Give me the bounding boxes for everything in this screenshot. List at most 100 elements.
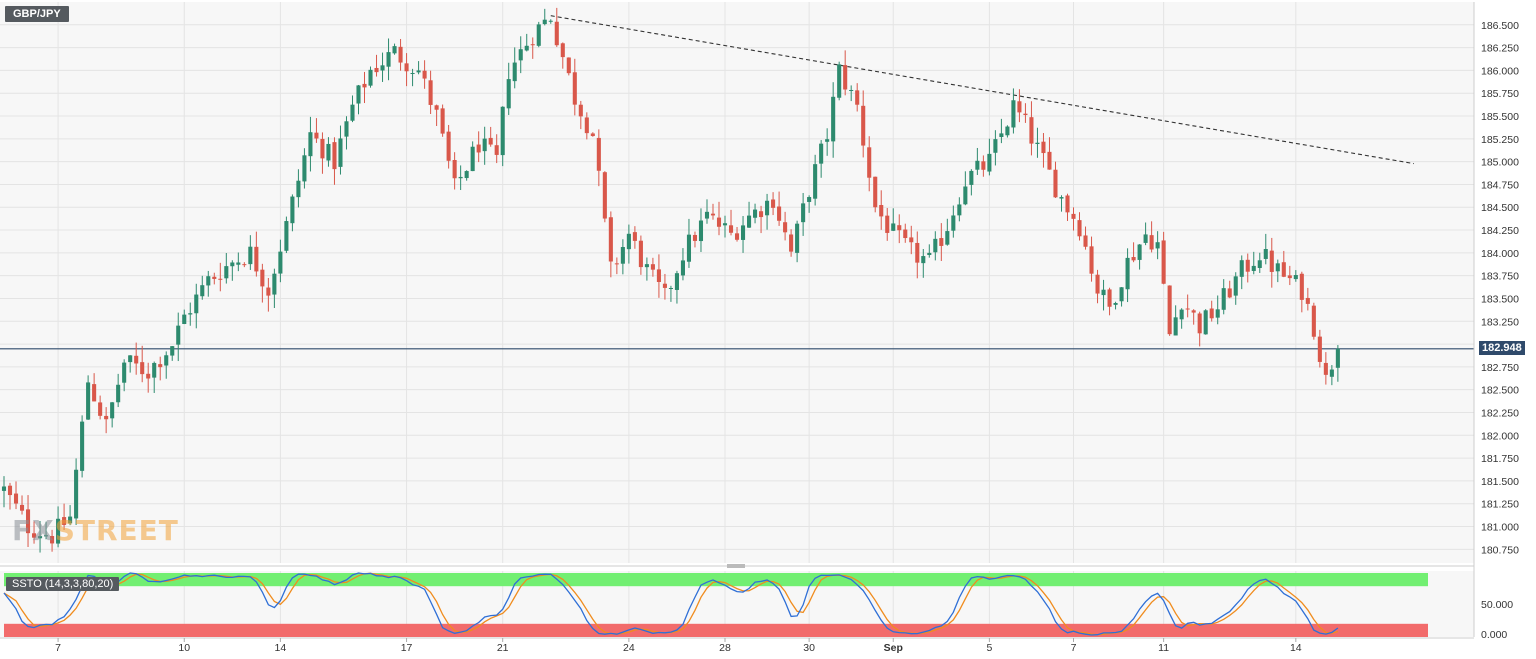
candle-body: [386, 52, 391, 67]
candle: [122, 359, 127, 392]
candle: [813, 154, 818, 206]
candle-body: [969, 170, 974, 185]
candle-body: [771, 199, 776, 208]
candle-body: [326, 143, 331, 161]
candle-body: [981, 161, 986, 170]
candle-body: [158, 364, 163, 368]
candle: [134, 342, 139, 375]
candle: [260, 263, 265, 303]
candle: [1227, 280, 1232, 299]
candle-body: [903, 229, 908, 239]
candle: [128, 355, 133, 373]
candle-body: [1053, 169, 1058, 198]
candle: [614, 257, 619, 275]
candle: [1239, 255, 1244, 290]
candle: [993, 130, 998, 166]
candle-body: [188, 313, 193, 315]
candle-body: [777, 206, 782, 221]
candle-body: [230, 262, 235, 267]
candle-body: [164, 355, 169, 366]
candle: [74, 458, 79, 525]
candle: [25, 495, 31, 548]
candle: [1077, 212, 1082, 241]
candle-body: [855, 90, 860, 105]
candle: [560, 42, 565, 69]
candle: [837, 61, 842, 101]
candle: [728, 209, 734, 236]
candle-body: [1191, 310, 1196, 313]
candle: [1017, 89, 1022, 123]
candle-body: [248, 246, 253, 265]
oscillator-panel: 50.000 0.000: [0, 564, 1513, 641]
candle-body: [819, 143, 824, 164]
candle-body: [104, 415, 109, 420]
candle-body: [801, 203, 806, 223]
candle-body: [837, 64, 842, 98]
candle: [692, 231, 698, 248]
candle: [969, 169, 974, 196]
candle: [1299, 271, 1304, 313]
symbol-badge: GBP/JPY: [5, 6, 69, 22]
candle-body: [921, 256, 926, 264]
candle-body: [272, 273, 277, 295]
candle-body: [1275, 263, 1280, 272]
candle: [1071, 207, 1076, 231]
candle-body: [80, 421, 85, 471]
candle: [1053, 161, 1058, 198]
oscillator-label: SSTO (14,3,3,80,20): [6, 577, 120, 591]
candle-body: [218, 278, 223, 280]
candle-body: [1293, 275, 1298, 280]
candle: [1233, 272, 1238, 305]
candle-body: [410, 72, 415, 74]
candle: [1179, 308, 1184, 329]
candle-body: [1113, 303, 1118, 305]
candle-body: [260, 269, 265, 287]
candle: [1191, 309, 1196, 325]
candle-body: [1323, 362, 1328, 375]
candle-body: [686, 234, 692, 262]
candle: [1293, 270, 1298, 282]
candles: [1, 7, 1340, 553]
candle-body: [1065, 195, 1070, 213]
candle: [867, 136, 872, 192]
x-tick-label: 14: [1290, 642, 1302, 654]
candle: [398, 38, 403, 71]
candle-body: [1197, 313, 1202, 334]
candle: [987, 138, 992, 176]
overbought-band: [4, 573, 1428, 587]
resistance-trendline: [550, 15, 1415, 165]
candle-body: [1317, 336, 1322, 362]
candle-body: [278, 251, 283, 274]
price-tick-label: 181.250: [1481, 499, 1519, 511]
candle-body: [1083, 235, 1088, 247]
candle: [1197, 311, 1202, 347]
candle-body: [50, 536, 55, 544]
candle-body: [783, 222, 788, 233]
candle-body: [1011, 100, 1016, 128]
candle-body: [134, 355, 139, 364]
oscillator-tick-label: 0.000: [1481, 629, 1507, 641]
price-tick-label: 186.000: [1481, 65, 1519, 77]
candle-body: [416, 70, 421, 73]
x-tick-label: 5: [986, 642, 992, 654]
oversold-band: [4, 623, 1428, 637]
candle-body: [716, 217, 722, 227]
candle-body: [975, 160, 980, 170]
price-tick-label: 183.500: [1481, 293, 1519, 305]
candle: [1263, 233, 1268, 265]
candle: [482, 126, 487, 165]
candle-body: [728, 225, 734, 233]
candle: [915, 231, 920, 279]
candle: [344, 116, 349, 150]
candle-body: [1017, 101, 1022, 113]
candle: [662, 273, 667, 300]
candle: [554, 7, 559, 47]
candle: [152, 361, 157, 393]
candle-body: [368, 69, 373, 86]
candle: [740, 216, 746, 253]
candle-body: [879, 205, 884, 217]
candle-body: [542, 19, 547, 25]
candle-body: [25, 509, 31, 534]
candle: [620, 239, 625, 275]
candle: [849, 85, 854, 102]
